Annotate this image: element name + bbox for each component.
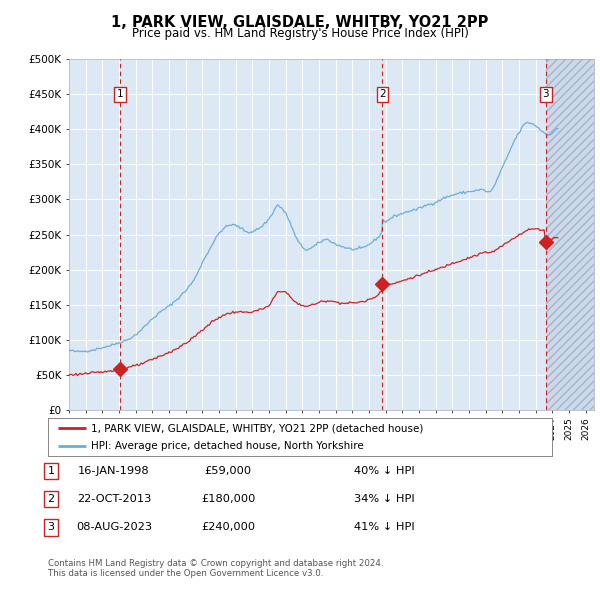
Text: 3: 3 (47, 523, 55, 532)
Text: HPI: Average price, detached house, North Yorkshire: HPI: Average price, detached house, Nort… (91, 441, 364, 451)
Text: £240,000: £240,000 (201, 523, 255, 532)
Text: 34% ↓ HPI: 34% ↓ HPI (354, 494, 415, 504)
Text: 1, PARK VIEW, GLAISDALE, WHITBY, YO21 2PP: 1, PARK VIEW, GLAISDALE, WHITBY, YO21 2P… (112, 15, 488, 30)
Text: 40% ↓ HPI: 40% ↓ HPI (354, 466, 415, 476)
Text: Contains HM Land Registry data © Crown copyright and database right 2024.
This d: Contains HM Land Registry data © Crown c… (48, 559, 383, 578)
Text: 08-AUG-2023: 08-AUG-2023 (76, 523, 152, 532)
Text: Price paid vs. HM Land Registry's House Price Index (HPI): Price paid vs. HM Land Registry's House … (131, 27, 469, 40)
Text: 3: 3 (542, 89, 549, 99)
Text: 1: 1 (116, 89, 123, 99)
Bar (545, 59, 594, 410)
Text: 1: 1 (47, 466, 55, 476)
Text: 22-OCT-2013: 22-OCT-2013 (77, 494, 151, 504)
Text: £59,000: £59,000 (205, 466, 251, 476)
Text: 2: 2 (47, 494, 55, 504)
Text: 2: 2 (379, 89, 386, 99)
Text: 1, PARK VIEW, GLAISDALE, WHITBY, YO21 2PP (detached house): 1, PARK VIEW, GLAISDALE, WHITBY, YO21 2P… (91, 423, 423, 433)
Text: 16-JAN-1998: 16-JAN-1998 (78, 466, 150, 476)
Text: 41% ↓ HPI: 41% ↓ HPI (354, 523, 415, 532)
Text: £180,000: £180,000 (201, 494, 255, 504)
